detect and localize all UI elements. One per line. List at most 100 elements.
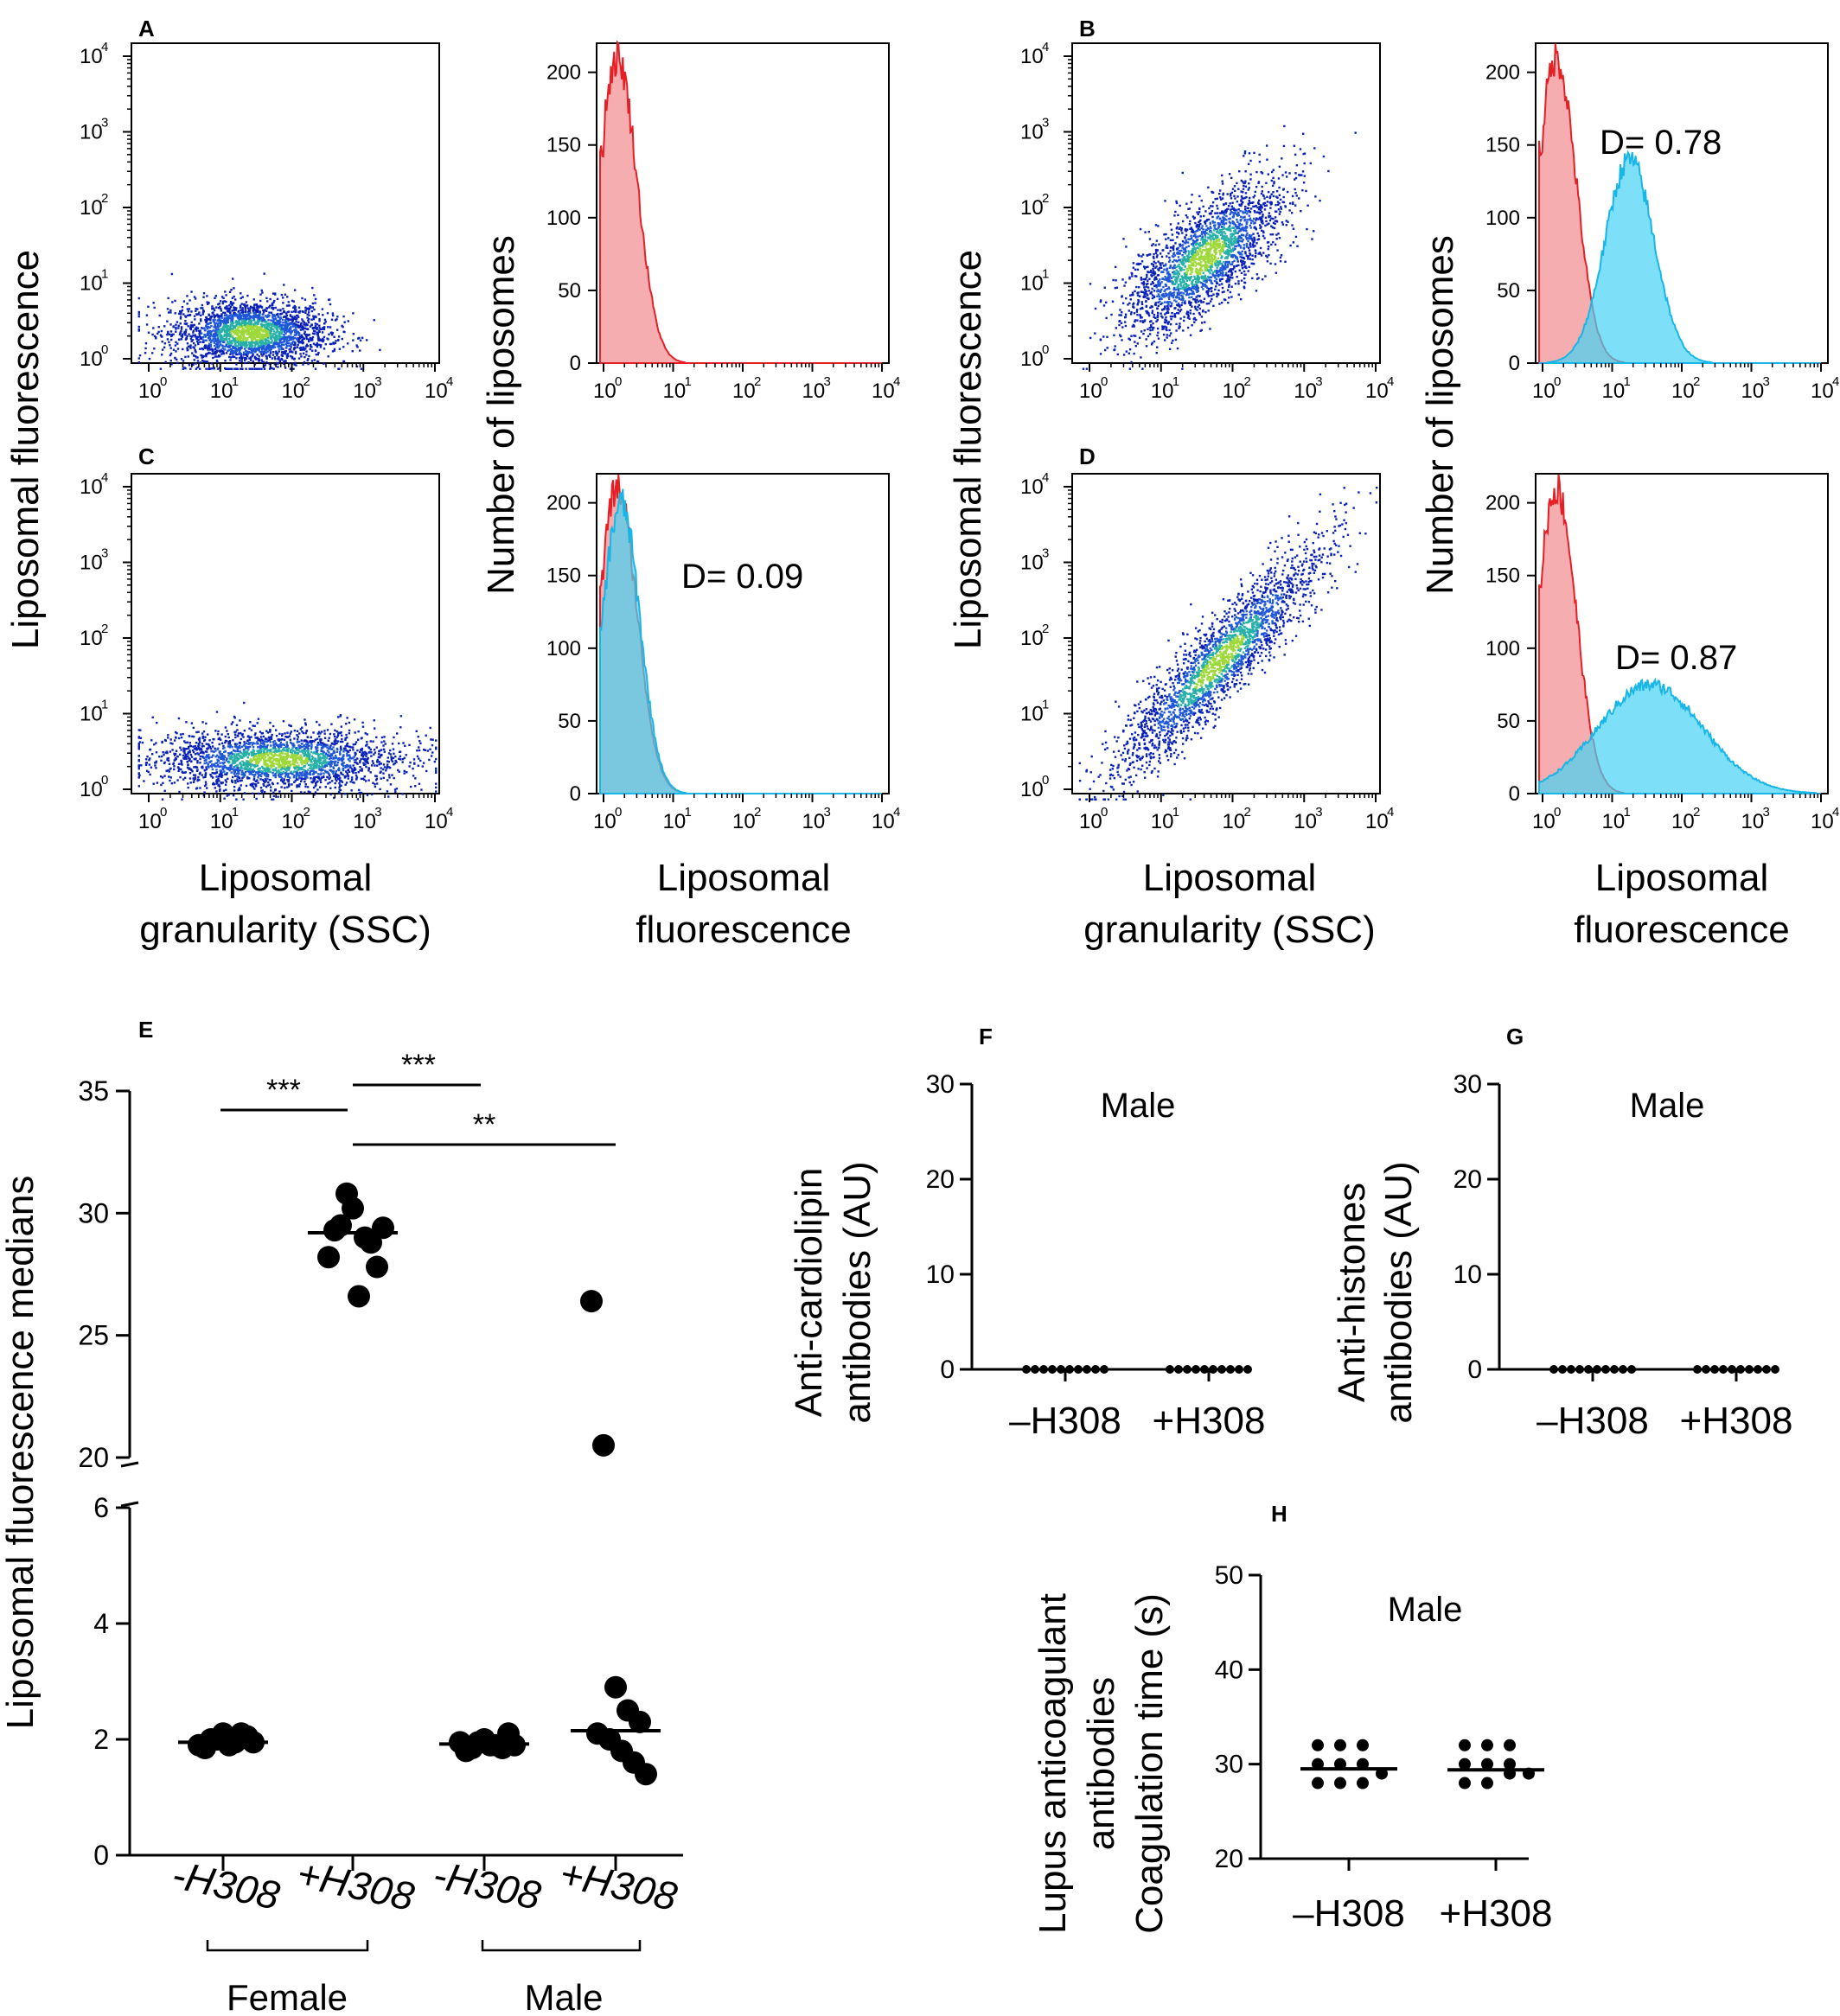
event-dot [1192, 243, 1194, 246]
event-dot [1294, 153, 1297, 156]
event-dot [1181, 246, 1184, 249]
event-dot [222, 350, 225, 354]
event-dot [208, 342, 211, 345]
event-dot [1156, 311, 1160, 315]
event-dot [1191, 252, 1194, 254]
event-dot [244, 309, 247, 313]
event-dot [1211, 190, 1213, 194]
event-dot [1258, 160, 1262, 163]
event-dot [1140, 260, 1144, 263]
event-dot [1232, 215, 1235, 219]
event-dot [278, 339, 281, 341]
event-dot [260, 353, 263, 355]
event-dot [239, 367, 242, 370]
event-dot [1192, 241, 1196, 244]
event-dot [1147, 294, 1149, 297]
event-dot [1211, 297, 1213, 301]
event-dot [1205, 290, 1208, 294]
event-dot [1224, 242, 1228, 246]
event-dot [1140, 282, 1143, 284]
event-dot [1177, 274, 1180, 278]
event-dot [1169, 275, 1172, 278]
event-dot [227, 355, 231, 359]
event-dot [1202, 238, 1204, 241]
event-dot [1147, 297, 1150, 300]
event-dot [1193, 298, 1197, 301]
event-dot [1224, 264, 1227, 267]
event-dot [1160, 315, 1163, 317]
event-dot [1258, 252, 1262, 254]
event-dot [347, 342, 349, 345]
event-dot [290, 328, 292, 331]
event-dot [249, 305, 252, 308]
event-dot [1255, 273, 1259, 276]
event-dot [1265, 254, 1268, 258]
event-dot [1244, 205, 1247, 208]
event-dot [1238, 169, 1241, 173]
event-dot [1174, 242, 1177, 245]
event-dot [255, 341, 258, 343]
event-dot [1230, 271, 1234, 274]
event-dot [323, 326, 326, 329]
event-dot [1273, 181, 1275, 183]
event-dot [232, 302, 235, 304]
event-dot [327, 355, 329, 358]
event-dot [217, 306, 220, 309]
event-dot [314, 297, 317, 301]
event-dot [240, 367, 244, 370]
event-dot [1198, 224, 1200, 226]
event-dot [1251, 277, 1254, 280]
event-dot [267, 325, 270, 328]
event-dot [1183, 268, 1185, 271]
event-dot [1221, 182, 1224, 185]
event-dot [1147, 335, 1150, 338]
event-dot [1199, 268, 1203, 271]
event-dot [225, 294, 227, 297]
event-dot [296, 317, 298, 320]
event-dot [204, 339, 207, 342]
event-dot [1272, 191, 1275, 194]
event-dot [220, 309, 223, 312]
event-dot [1217, 275, 1220, 278]
event-dot [1173, 286, 1176, 290]
event-dot [1230, 234, 1234, 238]
event-dot [1160, 264, 1162, 267]
event-dot [297, 324, 299, 327]
event-dot [1168, 260, 1171, 264]
event-dot [1255, 211, 1259, 214]
event-dot [153, 306, 156, 309]
event-dot [1257, 182, 1260, 184]
event-dot [1196, 276, 1199, 278]
event-dot [269, 297, 272, 301]
event-dot [258, 347, 260, 349]
event-dot [303, 348, 305, 351]
event-dot [292, 367, 295, 370]
event-dot [1148, 278, 1151, 280]
event-dot [229, 316, 233, 319]
event-dot [1204, 269, 1206, 271]
event-dot [1217, 246, 1220, 249]
event-dot [1251, 239, 1254, 242]
event-dot [215, 330, 218, 334]
event-dot [1236, 195, 1239, 198]
event-dot [266, 344, 270, 347]
event-dot [1167, 271, 1170, 273]
event-dot [1227, 271, 1230, 273]
event-dot [1275, 220, 1278, 222]
event-dot [253, 329, 257, 331]
event-dot [175, 326, 177, 329]
event-dot [1179, 287, 1183, 290]
event-dot [297, 337, 299, 340]
event-dot [323, 339, 325, 341]
event-dot [1229, 213, 1231, 215]
event-dot [1175, 247, 1179, 250]
event-dot [260, 316, 264, 319]
scatter-a-left-xtick-exp: 3 [374, 374, 381, 389]
event-dot [213, 321, 216, 324]
event-dot [1184, 276, 1186, 279]
event-dot [1270, 179, 1273, 182]
event-dot [192, 334, 195, 336]
event-dot [1145, 290, 1147, 293]
event-dot [1182, 287, 1185, 290]
event-dot [1160, 309, 1164, 311]
